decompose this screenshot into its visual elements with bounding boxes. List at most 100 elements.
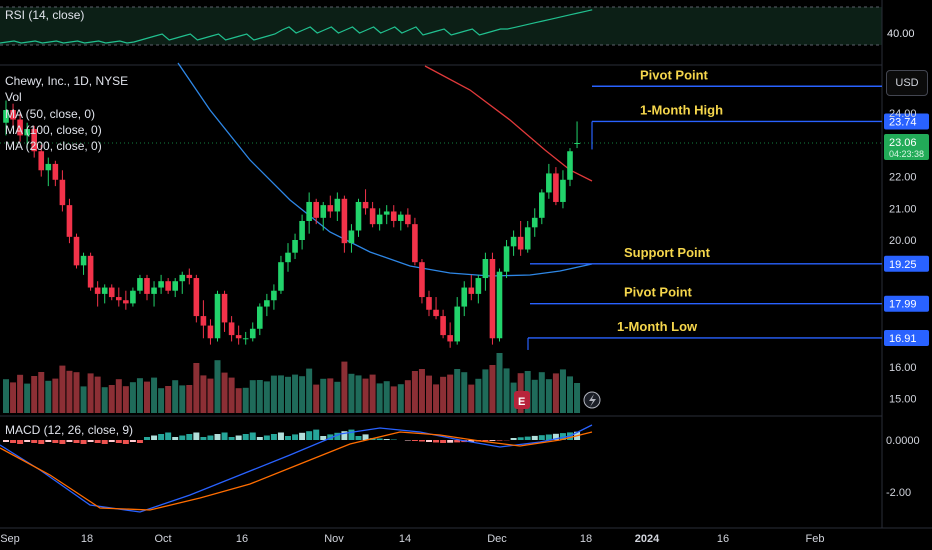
candle-body [158, 281, 164, 288]
annotation-price-value: 16.91 [889, 333, 917, 345]
volume-bar [362, 378, 369, 413]
volume-bar [73, 372, 80, 413]
macd-histogram-bar [348, 429, 355, 440]
macd-axis-tick: 0.0000 [886, 435, 920, 447]
volume-bar [10, 382, 17, 413]
macd-histogram-bar [24, 440, 31, 442]
volume-bar [489, 365, 496, 413]
macd-histogram-bar [468, 440, 475, 442]
candle-body [137, 278, 143, 291]
candle-body [546, 173, 552, 193]
candle-body [433, 309, 439, 317]
volume-bar [538, 372, 545, 413]
candle-body [489, 259, 496, 339]
volume-bar [277, 375, 284, 413]
volume-bar [186, 385, 193, 413]
candle-body [186, 274, 193, 279]
volume-bar [263, 381, 270, 413]
candle-body [327, 205, 334, 212]
candle-body [531, 217, 538, 228]
macd-histogram-bar [3, 440, 9, 442]
volume-bar [235, 388, 242, 413]
macd-histogram-bar [172, 437, 179, 440]
chart-symbol-label[interactable]: Chewy, Inc., 1D, NYSE [5, 74, 129, 88]
macd-histogram-bar [73, 440, 80, 443]
volume-bar [214, 360, 221, 413]
candle-body [59, 179, 66, 206]
candle-body [362, 201, 369, 209]
time-axis-tick: Dec [487, 533, 507, 545]
volume-bar [306, 368, 313, 413]
volume-bar [144, 381, 150, 413]
macd-label[interactable]: MACD (12, 26, close, 9) [5, 423, 134, 437]
candle-body [313, 201, 319, 218]
candle-body [24, 129, 30, 136]
axes: 24.00 22.00 21.00 20.00 16.00 15.00 Sep 18 Oct 16… [0, 108, 916, 545]
macd-histogram-bar [355, 436, 362, 440]
macd-histogram-bar [418, 440, 425, 442]
volume-bar [433, 384, 440, 413]
volume-bar [404, 380, 411, 413]
macd-histogram-bar [165, 432, 172, 440]
macd-histogram-bar [122, 440, 129, 444]
last-price-tag [884, 133, 929, 160]
ma200-label[interactable]: MA (200, close, 0) [5, 139, 102, 153]
time-axis-tick: Oct [154, 533, 171, 545]
currency-button[interactable]: USD [886, 70, 928, 96]
macd-histogram-bar [52, 440, 59, 443]
candle-body [334, 198, 341, 212]
annotation-price-value: 23.74 [889, 116, 917, 128]
moving-averages [177, 62, 593, 277]
volume-bar [80, 386, 87, 413]
time-axis-tick: 18 [81, 533, 93, 545]
ma200-line [424, 65, 593, 182]
ma100-label[interactable]: MA (100, close, 0) [5, 123, 102, 137]
volume-label[interactable]: Vol [5, 90, 22, 104]
volume-bar [559, 369, 566, 413]
macd-histogram-bar [10, 440, 17, 443]
candle-body [172, 281, 178, 291]
candle-body [108, 287, 115, 298]
macd-histogram-bar [144, 437, 150, 440]
candle-body [461, 287, 468, 307]
macd-histogram-bar [496, 440, 503, 441]
volume-bar [461, 372, 468, 413]
candle-body [17, 119, 23, 136]
price-axis-tick: 22.00 [889, 172, 917, 184]
candle-body [539, 192, 545, 218]
macd-histogram-bar [538, 435, 545, 440]
macd-histogram-bar [376, 438, 383, 440]
volume-bar [193, 363, 200, 413]
candle-body [66, 205, 73, 237]
candle-body [38, 151, 45, 171]
macd-histogram-bar [545, 434, 552, 440]
volume-bar [574, 383, 581, 413]
candle-body [553, 173, 559, 202]
volume-bar [369, 374, 376, 413]
volume-bar [545, 379, 552, 413]
candle-body [271, 290, 277, 301]
volume-bar [136, 378, 143, 413]
macd-histogram-bar [277, 432, 284, 440]
macd-histogram-bar [158, 434, 165, 440]
candle-body [567, 151, 573, 180]
candle-body [151, 287, 157, 294]
ma50-label[interactable]: MA (50, close, 0) [5, 107, 96, 121]
candle-body [73, 236, 80, 266]
candle-body [207, 325, 214, 339]
volume-bar [468, 384, 475, 413]
candle-body [31, 129, 37, 152]
volume-bar [355, 375, 362, 413]
time-axis-tick: Feb [806, 533, 825, 545]
macd-histogram-bar [151, 435, 158, 440]
macd-histogram-bar [115, 440, 122, 443]
time-axis-tick: 18 [580, 533, 592, 545]
volume-bar [552, 373, 559, 413]
macd-histogram-bar [31, 440, 38, 443]
volume-bar [383, 381, 390, 413]
volume-bar [221, 372, 228, 413]
time-axis-tick: 2024 [635, 533, 660, 545]
candle-body [390, 211, 397, 221]
macd-histogram-bar [87, 440, 94, 442]
